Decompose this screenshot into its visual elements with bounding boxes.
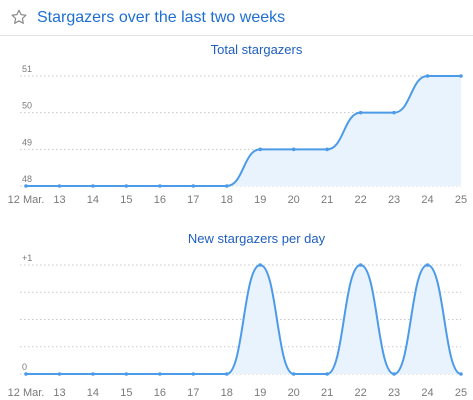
total-area-fill (26, 76, 461, 186)
total-x-tick-label: 19 (254, 194, 266, 206)
new-series-line (25, 263, 462, 376)
new-data-point[interactable] (57, 372, 62, 376)
total-x-tick-label: 13 (53, 194, 65, 206)
new-x-tick-label: 20 (288, 387, 300, 399)
new-x-tick-label: 22 (354, 387, 366, 399)
new-data-point[interactable] (258, 263, 263, 267)
new-data-point[interactable] (91, 372, 95, 376)
total-x-tick-label: 16 (154, 194, 166, 206)
new-x-tick-label: 14 (87, 387, 99, 399)
new-x-tick-label: 25 (455, 387, 467, 399)
total-x-tick-label: 17 (187, 194, 199, 206)
total-data-point[interactable] (258, 147, 263, 152)
total-y-tick-label: 50 (22, 101, 32, 111)
new-x-tick-label: 17 (187, 387, 199, 399)
new-y-tick-label: +1 (22, 253, 32, 263)
panel-header: Stargazers over the last two weeks (0, 0, 473, 36)
total-data-point[interactable] (224, 184, 229, 188)
total-data-point[interactable] (124, 184, 129, 188)
new-stargazers-chart: New stargazers per day 0 +1 12 Mar. 13 14 15 16… (8, 231, 467, 399)
total-x-tick-label: 12 Mar. (8, 194, 45, 206)
total-x-tick-label: 24 (421, 194, 433, 206)
new-x-tick-label: 16 (154, 387, 166, 399)
panel-title: Stargazers over the last two weeks (37, 9, 286, 26)
new-data-point[interactable] (158, 372, 162, 376)
new-data-point[interactable] (24, 372, 28, 376)
new-x-tick-label: 21 (321, 387, 333, 399)
new-y-tick-label: 0 (22, 362, 27, 372)
total-x-tick-label: 21 (321, 194, 333, 206)
total-data-point[interactable] (158, 184, 162, 188)
total-data-point[interactable] (325, 147, 329, 152)
new-data-point[interactable] (459, 372, 463, 376)
new-x-tick-label: 18 (221, 387, 233, 399)
total-x-tick-label: 23 (388, 194, 400, 206)
total-y-tick-label: 48 (22, 174, 32, 184)
new-chart-title: New stargazers per day (188, 231, 326, 246)
new-data-point[interactable] (191, 372, 196, 376)
total-data-point[interactable] (358, 110, 363, 115)
total-x-tick-label: 14 (87, 194, 99, 206)
new-x-tick-label: 15 (120, 387, 132, 399)
total-chart-title: Total stargazers (211, 42, 303, 57)
new-x-tick-label: 24 (421, 387, 433, 399)
total-x-tick-label: 15 (120, 194, 132, 206)
new-data-point[interactable] (425, 263, 430, 267)
total-y-tick-label: 51 (22, 64, 32, 74)
new-data-point[interactable] (224, 372, 229, 376)
total-stargazers-chart: Total stargazers 48 49 50 51 12 Mar. 13 14 15 16 1… (8, 42, 467, 206)
total-data-point[interactable] (57, 184, 62, 188)
total-data-point[interactable] (459, 74, 463, 78)
total-x-tick-label: 25 (455, 194, 467, 206)
total-y-tick-label: 49 (22, 137, 32, 147)
new-x-tick-label: 23 (388, 387, 400, 399)
total-data-point[interactable] (191, 184, 196, 188)
new-data-point[interactable] (124, 372, 129, 376)
new-x-tick-label: 19 (254, 387, 266, 399)
new-x-tick-label: 13 (53, 387, 65, 399)
total-data-point[interactable] (291, 147, 296, 152)
new-data-point[interactable] (358, 263, 363, 267)
total-data-point[interactable] (425, 74, 430, 78)
new-x-tick-label: 12 Mar. (8, 387, 45, 399)
new-data-point[interactable] (325, 372, 329, 376)
star-icon[interactable] (11, 9, 27, 25)
new-data-point[interactable] (291, 372, 296, 376)
total-data-point[interactable] (91, 184, 95, 188)
total-data-point[interactable] (392, 110, 396, 115)
total-x-tick-label: 22 (354, 194, 366, 206)
total-x-tick-label: 18 (221, 194, 233, 206)
total-data-point[interactable] (24, 184, 28, 188)
new-data-point[interactable] (392, 372, 396, 376)
total-x-tick-label: 20 (288, 194, 300, 206)
